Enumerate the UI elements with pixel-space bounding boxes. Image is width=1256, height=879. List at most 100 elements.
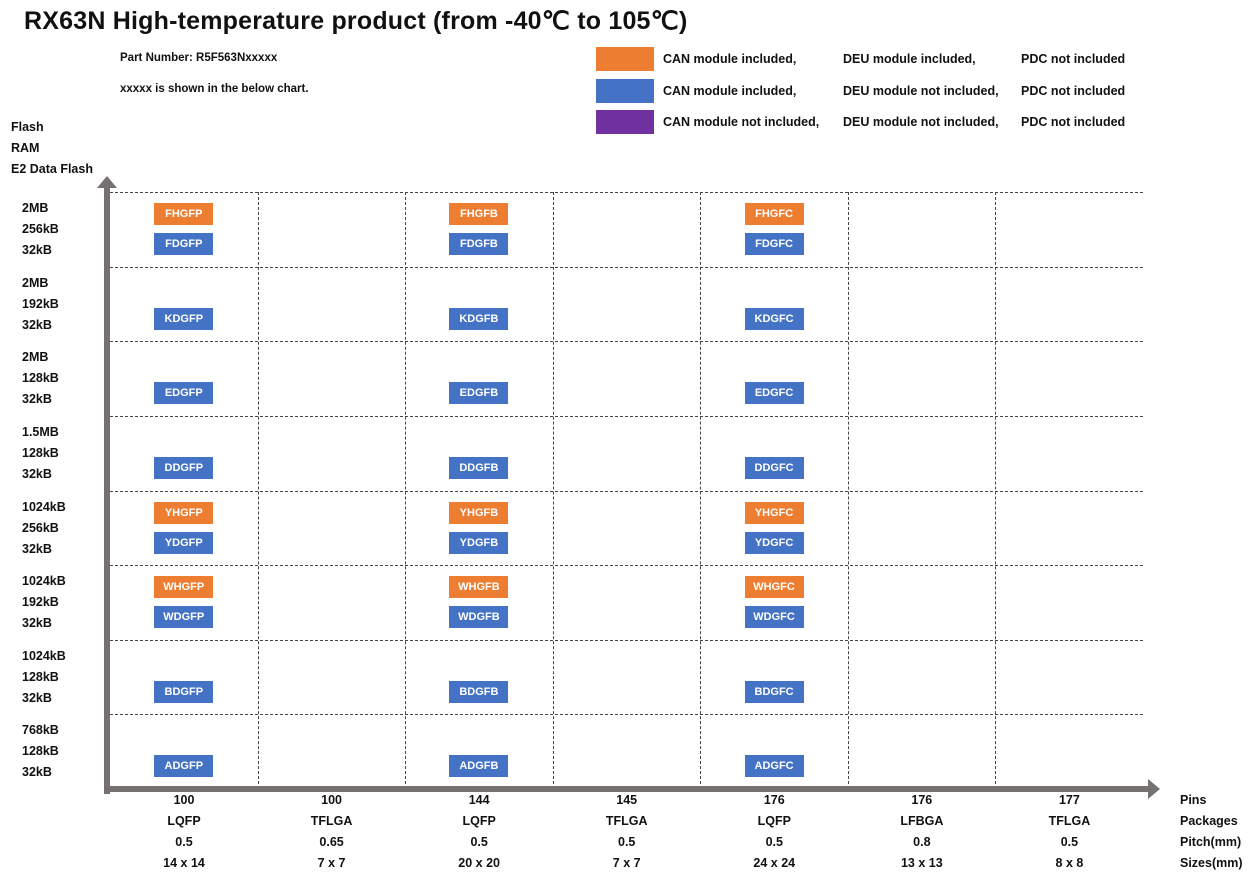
note: xxxxx is shown in the below chart.	[120, 83, 309, 95]
part-chip-blue: YDGFP	[154, 531, 214, 554]
row-label-flash: 768kB	[22, 723, 59, 738]
column-label-pins: 177	[1058, 793, 1080, 807]
row-label-ram: 128kB	[22, 445, 59, 460]
row-label-ram: 256kB	[22, 222, 59, 236]
x-axis-title-packages: Packages	[1180, 814, 1238, 828]
column-label-package: LFBGA	[900, 814, 944, 828]
legend-pdc: PDC not included	[1021, 52, 1126, 66]
part-chip-blue: BDGFP	[154, 680, 214, 703]
column-label-pitch: 0.8	[913, 835, 931, 849]
x-axis-title-pins: Pins	[1180, 793, 1207, 807]
row-label-ram: 128kB	[22, 669, 59, 684]
grid-row-line	[110, 565, 1143, 567]
part-chip-orange: WHGFB	[449, 576, 509, 599]
row-label-flash: 1024kB	[22, 648, 66, 663]
part-chip-orange: YHGFC	[744, 501, 804, 524]
x-axis-title-pitch: Pitch(mm)	[1180, 835, 1242, 849]
row-label-ram: 128kB	[22, 744, 59, 759]
row-label-ram: 128kB	[22, 371, 59, 386]
part-chip-orange: WHGFC	[744, 576, 804, 599]
legend-deu: DEU module included,	[843, 52, 976, 66]
y-axis-title-ram: RAM	[11, 141, 40, 155]
part-chip-blue: DDGFP	[154, 456, 214, 479]
grid-col-line	[257, 192, 259, 789]
legend-pdc: PDC not included	[1021, 84, 1126, 98]
row-label-flash: 2MB	[22, 201, 49, 215]
part-chip-blue: KDGFB	[449, 307, 509, 330]
part-chip-blue: FDGFB	[449, 233, 509, 255]
column-label-size: 13 x 13	[900, 856, 943, 870]
part-chip-blue: EDGFC	[744, 382, 804, 405]
part-chip-blue: EDGFP	[154, 382, 214, 405]
column-label-pins: 100	[321, 793, 342, 807]
column-label-pins: 176	[911, 793, 933, 807]
row-label-ram: 256kB	[22, 520, 59, 535]
row-label-flash: 1024kB	[22, 499, 66, 514]
row-label-e2: 32kB	[22, 690, 52, 705]
column-label-pins: 145	[616, 793, 638, 807]
legend-swatch	[596, 47, 654, 71]
y-axis-title-flash: Flash	[11, 120, 44, 134]
grid-row-line	[110, 639, 1143, 641]
part-chip-blue: ADGFP	[154, 755, 214, 778]
part-chip-blue: WDGFC	[744, 606, 804, 629]
column-label-package: TFLGA	[310, 814, 353, 828]
row-label-e2: 32kB	[22, 541, 52, 556]
part-chip-blue: FDGFC	[744, 233, 804, 255]
part-chip-blue: WDGFB	[449, 606, 509, 629]
column-label-pins: 144	[468, 793, 490, 807]
legend-deu: DEU module not included,	[843, 115, 999, 129]
y-axis-arrow	[104, 186, 110, 794]
part-chip-blue: YDGFC	[744, 531, 804, 554]
grid-col-line	[552, 192, 554, 789]
legend-can: CAN module not included,	[663, 115, 820, 129]
part-chip-blue: FDGFP	[154, 233, 214, 255]
column-label-pitch: 0.5	[765, 835, 783, 849]
part-chip-blue: EDGFB	[449, 382, 509, 405]
part-chip-blue: YDGFB	[449, 531, 509, 554]
row-label-e2: 32kB	[22, 616, 52, 631]
page-title: RX63N High-temperature product (from -40…	[24, 7, 688, 35]
row-label-ram: 192kB	[22, 595, 59, 610]
column-label-pitch: 0.5	[470, 835, 488, 849]
part-chip-orange: WHGFP	[154, 576, 214, 599]
row-label-flash: 1024kB	[22, 574, 66, 589]
column-label-size: 24 x 24	[753, 856, 796, 870]
column-label-pitch: 0.5	[1060, 835, 1079, 849]
column-label-pins: 176	[763, 793, 785, 807]
grid-col-line	[405, 192, 407, 789]
column-label-pitch: 0.5	[175, 835, 193, 849]
row-label-flash: 1.5MB	[22, 424, 59, 439]
part-chip-blue: KDGFC	[744, 307, 804, 330]
legend-pdc: PDC not included	[1021, 115, 1126, 129]
part-chip-orange: YHGFB	[449, 501, 509, 524]
part-number: Part Number: R5F563Nxxxxx	[120, 52, 278, 64]
row-label-e2: 32kB	[22, 317, 52, 332]
product-grid: FHGFP FDGFP FHGFB FDGFB FHGFC FDGFC KDGFP KDGFB…	[110, 192, 1143, 790]
part-chip-blue: DDGFC	[744, 456, 804, 479]
column-label-size: 8 x 8	[1055, 856, 1084, 870]
x-axis-arrow	[104, 786, 1150, 792]
row-label-e2: 32kB	[22, 243, 52, 257]
part-chip-blue: WDGFP	[154, 606, 214, 629]
grid-row-line	[110, 341, 1143, 343]
column-label-size: 7 x 7	[317, 856, 346, 870]
x-axis-title-sizes: Sizes(mm)	[1180, 856, 1243, 870]
grid-row-line	[110, 490, 1143, 492]
column-label-package: LQFP	[757, 814, 791, 828]
column-label-package: LQFP	[462, 814, 496, 828]
column-label-size: 20 x 20	[458, 856, 500, 870]
y-axis-title-e2: E2 Data Flash	[11, 162, 93, 176]
column-label-pitch: 0.65	[319, 835, 344, 849]
part-chip-orange: FHGFC	[744, 203, 804, 225]
column-label-size: 14 x 14	[163, 856, 205, 870]
part-chip-blue: DDGFB	[449, 456, 509, 479]
column-label-pins: 100	[173, 793, 195, 807]
part-chip-blue: ADGFC	[744, 755, 804, 778]
row-label-e2: 32kB	[22, 765, 52, 780]
grid-row-line	[110, 192, 1143, 193]
x-axis-arrowhead	[1148, 779, 1160, 799]
part-chip-blue: BDGFB	[449, 680, 509, 703]
row-label-flash: 2MB	[22, 275, 49, 290]
